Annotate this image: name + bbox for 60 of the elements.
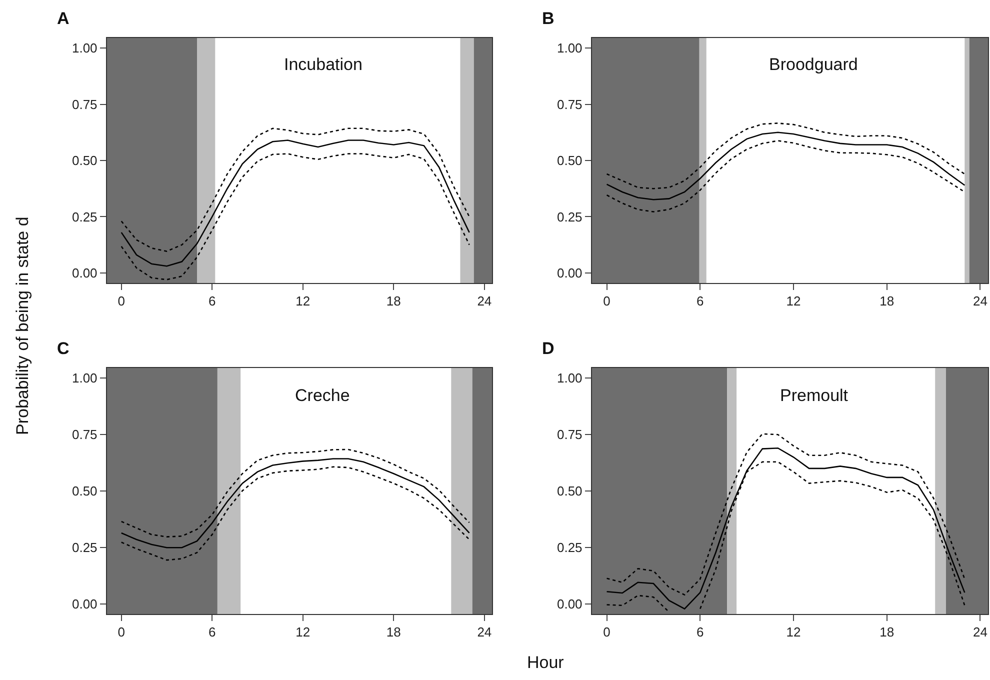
x-tick-label: 24: [972, 294, 988, 309]
x-tick-label: 12: [296, 294, 310, 309]
x-tick-label: 18: [880, 294, 894, 309]
y-tick-label: 1.00: [72, 370, 98, 386]
y-tick-label: 0.75: [556, 96, 582, 112]
x-tick-label: 18: [386, 294, 401, 309]
x-tick-label: 6: [696, 294, 704, 309]
y-tick-label: 0.75: [72, 96, 98, 112]
y-tick-label: 0.00: [72, 265, 98, 280]
x-tick-label: 12: [296, 624, 310, 640]
x-tick-label: 0: [118, 624, 125, 640]
y-tick-label: 0.00: [556, 596, 582, 612]
y-tick-label: 0.75: [556, 427, 582, 442]
chart-title: C: [57, 339, 70, 358]
x-tick-label: 18: [880, 624, 894, 640]
y-tick-label: 0.25: [72, 209, 98, 224]
chart-title: D: [542, 339, 554, 358]
y-tick-label: 0.25: [556, 540, 582, 555]
line-series: [606, 433, 966, 596]
y-tick-label: 1.00: [556, 40, 582, 56]
annotation: Creche: [295, 386, 350, 405]
line-series: [120, 448, 470, 538]
line-series: [120, 466, 470, 561]
line-series: [120, 458, 470, 548]
line-series: [606, 140, 966, 212]
y-tick-label: 0.25: [556, 209, 582, 224]
y-tick-label: 0.50: [556, 484, 582, 499]
x-tick-label: 0: [603, 294, 610, 309]
x-tick-label: 6: [208, 294, 216, 309]
x-tick-label: 24: [477, 294, 492, 309]
annotation: Broodguard: [769, 55, 858, 74]
line-series: [606, 132, 966, 200]
x-tick-label: 0: [118, 294, 125, 309]
chart-title: B: [542, 9, 554, 28]
x-tick-label: 18: [386, 624, 401, 640]
x-axis-title: Hour: [527, 653, 564, 672]
y-axis-title: Probability of being in state d: [13, 216, 32, 435]
y-tick-label: 0.50: [72, 153, 98, 168]
y-tick-label: 0.50: [556, 153, 582, 168]
x-tick-label: 6: [696, 624, 704, 640]
line-series: [120, 128, 470, 252]
chart-title: A: [57, 9, 70, 28]
x-tick-label: 24: [972, 624, 988, 640]
y-tick-label: 0.25: [72, 540, 98, 555]
x-tick-label: 12: [786, 294, 801, 309]
y-tick-label: 1.00: [556, 370, 582, 386]
y-tick-label: 0.75: [72, 427, 98, 442]
x-tick-label: 0: [603, 624, 610, 640]
line-series: [120, 153, 470, 280]
x-tick-label: 24: [477, 624, 492, 640]
line-series: [606, 122, 966, 190]
annotation: Incubation: [284, 55, 362, 74]
y-tick-label: 0.50: [72, 484, 98, 499]
y-tick-label: 1.00: [72, 40, 98, 56]
y-tick-label: 0.00: [556, 265, 582, 280]
y-tick-label: 0.00: [72, 596, 98, 612]
line-series: [120, 140, 470, 267]
annotation: Premoult: [780, 386, 848, 405]
x-tick-label: 6: [208, 624, 216, 640]
x-tick-label: 12: [786, 624, 801, 640]
